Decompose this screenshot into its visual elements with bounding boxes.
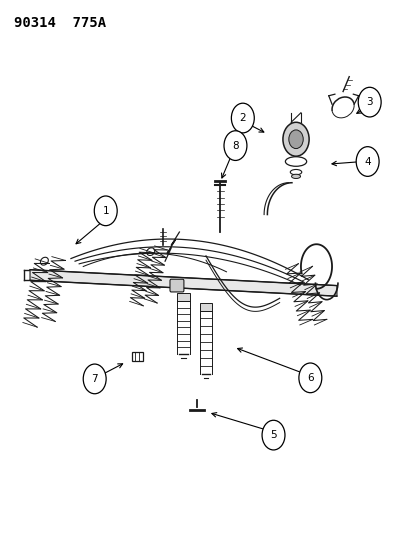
Text: 8: 8 [232, 141, 239, 151]
Text: 7: 7 [91, 374, 98, 384]
Circle shape [232, 103, 254, 133]
Circle shape [358, 87, 381, 117]
Circle shape [83, 364, 106, 394]
Polygon shape [30, 270, 337, 296]
Text: 3: 3 [366, 97, 373, 107]
Text: 2: 2 [239, 113, 246, 123]
Ellipse shape [292, 174, 300, 179]
Text: 1: 1 [103, 206, 109, 216]
Circle shape [289, 130, 303, 149]
Text: 4: 4 [364, 157, 371, 166]
Circle shape [262, 420, 285, 450]
Text: 5: 5 [270, 430, 277, 440]
Text: 6: 6 [307, 373, 314, 383]
FancyBboxPatch shape [177, 293, 190, 301]
FancyBboxPatch shape [170, 279, 184, 292]
Bar [131, 352, 143, 361]
Text: 90314  775A: 90314 775A [14, 16, 106, 30]
Circle shape [356, 147, 379, 176]
FancyBboxPatch shape [200, 303, 212, 311]
Circle shape [283, 122, 309, 156]
Circle shape [224, 131, 247, 160]
Circle shape [94, 196, 117, 225]
Circle shape [299, 363, 322, 393]
